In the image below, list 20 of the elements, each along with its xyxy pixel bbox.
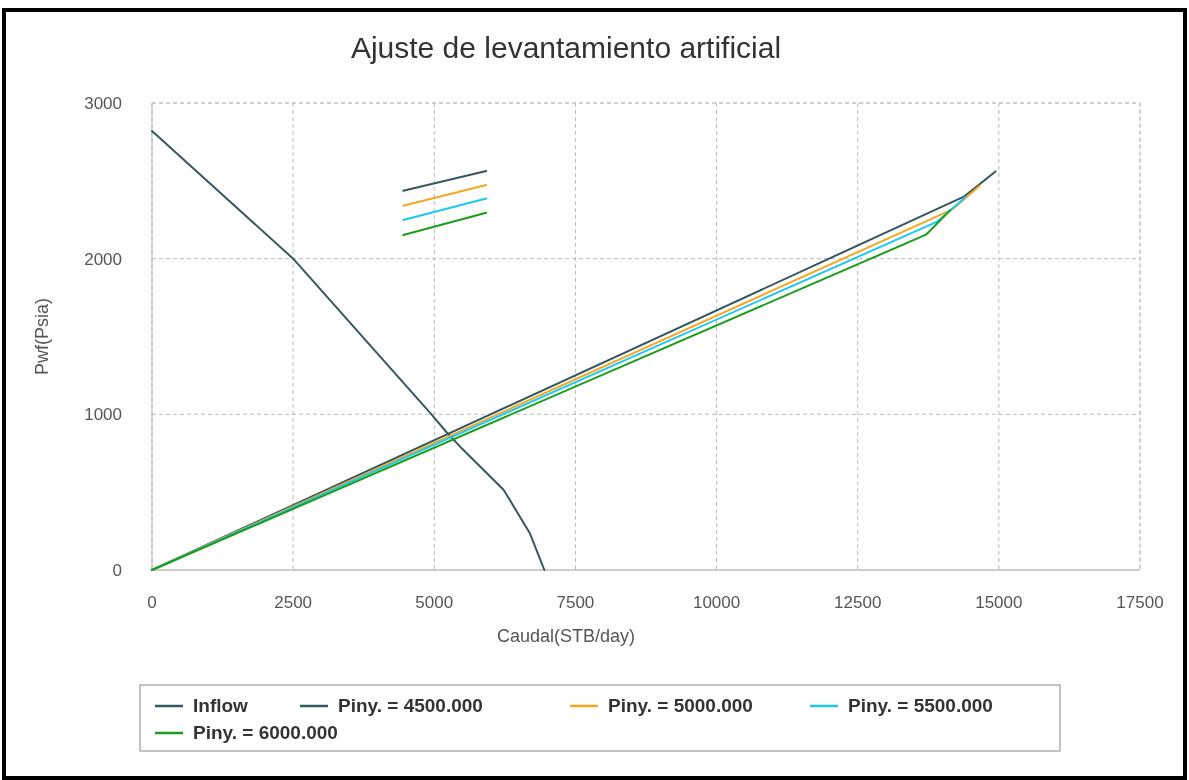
x-tick-label: 5000 [415, 593, 454, 612]
x-tick-label: 17500 [1116, 593, 1164, 612]
legend-label: Piny. = 4500.000 [338, 695, 483, 716]
x-tick-label: 10000 [692, 593, 741, 612]
x-tick-label: 12500 [834, 593, 882, 612]
legend-label: Piny. = 5000.000 [608, 695, 753, 716]
x-axis-title: Caudal(STB/day) [496, 626, 636, 646]
x-tick-label: 2500 [274, 593, 313, 612]
x-tick-label: 0 [147, 593, 157, 612]
y-tick-label: 1000 [84, 405, 122, 425]
legend-label: Piny. = 5500.000 [848, 695, 993, 716]
y-tick-label: 0 [112, 561, 122, 580]
legend-label: Inflow [193, 695, 249, 716]
legend-label: Piny. = 6000.000 [193, 722, 338, 743]
y-axis-title: Pwf(Psia) [32, 297, 52, 376]
y-tick-label: 3000 [84, 94, 122, 113]
chart-title: Ajuste de levantamiento artificial [350, 31, 782, 64]
x-tick-label: 15000 [975, 593, 1023, 612]
x-tick-label: 7500 [556, 593, 595, 612]
y-tick-label: 2000 [84, 249, 122, 269]
